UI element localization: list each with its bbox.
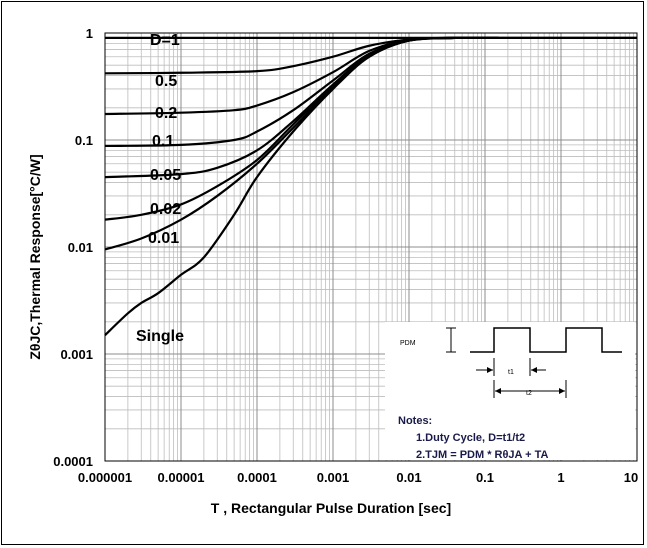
series-line-7 xyxy=(104,36,499,336)
notes-inset: PDM t1 t2 Notes: 1.Duty Cycle, D=t1/t2 2… xyxy=(385,322,635,461)
t2-arrowhead-right xyxy=(559,388,565,394)
t1-arrowhead-right xyxy=(531,367,537,373)
series-label-6: 0.01 xyxy=(148,230,179,247)
svg-text:ZθJC,Thermal Response[°C/W]: ZθJC,Thermal Response[°C/W] xyxy=(27,154,43,359)
series-label-5: 0.02 xyxy=(150,201,181,218)
series-label-3: 0.1 xyxy=(152,133,174,150)
series-label-2: 0.2 xyxy=(155,105,177,122)
series-label-1: 0.5 xyxy=(155,73,177,90)
x-tick-labels: 0.000001 0.00001 0.0001 0.001 0.01 0.1 1 10 xyxy=(78,470,638,485)
y-axis-title: ZθJC,Thermal Response[°C/W] xyxy=(27,154,43,359)
series-labels: D=1 0.5 0.2 0.1 0.05 0.02 0.01 Single xyxy=(136,32,184,345)
x-tick-label: 0.00001 xyxy=(158,470,205,485)
notes-line-tjm: 2.TJM = PDM * RθJA + TA xyxy=(416,449,549,461)
x-tick-label: 0.001 xyxy=(317,470,350,485)
y-tick-label: 0.0001 xyxy=(53,454,93,469)
t1-label: t1 xyxy=(508,369,514,376)
series-label-0: D=1 xyxy=(150,32,180,49)
x-tick-label: 0.01 xyxy=(396,470,421,485)
y-tick-label: 0.01 xyxy=(68,240,93,255)
series-label-4: 0.05 xyxy=(150,167,181,184)
x-tick-label: 10 xyxy=(624,470,638,485)
pdm-label: PDM xyxy=(400,340,416,347)
x-tick-label: 1 xyxy=(557,470,564,485)
series-label-7: Single xyxy=(136,328,184,345)
y-tick-label: 1 xyxy=(86,26,93,41)
pulse-waveform-diagram xyxy=(446,327,622,398)
pulse-waveform xyxy=(470,327,622,353)
t2-arrowhead-left xyxy=(495,388,501,394)
plot-border xyxy=(104,32,638,462)
x-axis-title: T , Rectangular Pulse Duration [sec] xyxy=(211,500,451,516)
x-tick-label: 0.000001 xyxy=(78,470,132,485)
y-tick-label: 0.001 xyxy=(60,347,93,362)
x-tick-label: 0.1 xyxy=(476,470,494,485)
t2-label: t2 xyxy=(526,390,532,397)
t1-arrowhead-left xyxy=(487,367,493,373)
y-tick-labels: 1 0.1 0.01 0.001 0.0001 xyxy=(53,26,93,469)
series-curves xyxy=(104,36,637,336)
x-tick-label: 0.0001 xyxy=(237,470,277,485)
notes-line-duty-cycle: 1.Duty Cycle, D=t1/t2 xyxy=(416,432,525,444)
y-tick-label: 0.1 xyxy=(75,133,93,148)
notes-heading: Notes: xyxy=(398,415,432,427)
